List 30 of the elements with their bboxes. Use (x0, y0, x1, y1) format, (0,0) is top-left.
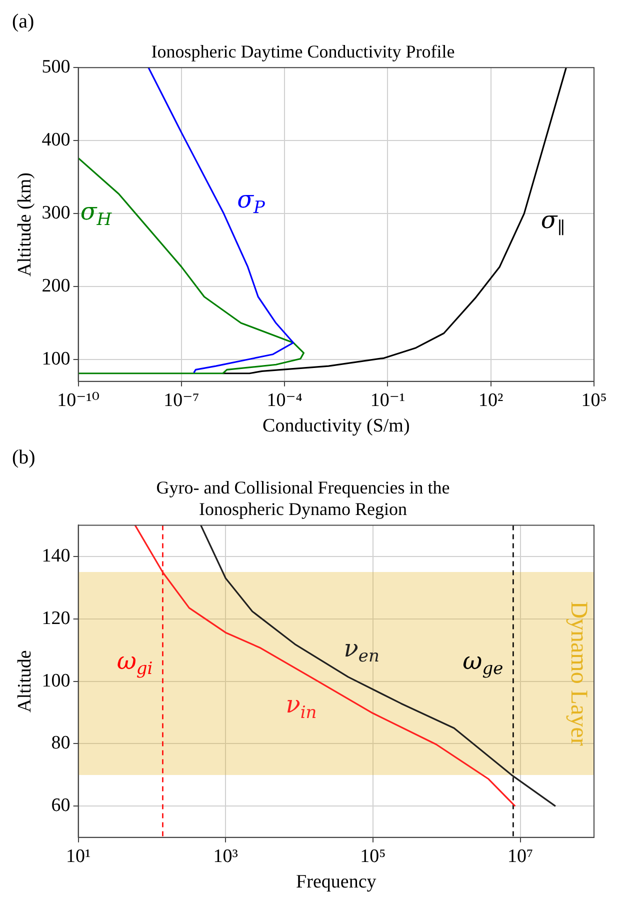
y-tick-label: 200 (42, 276, 70, 297)
y-tick-label: 100 (42, 670, 70, 692)
y-tick-label: 300 (42, 202, 70, 224)
x-tick-label: 10⁷ (508, 846, 534, 867)
x-tick-label: 10⁻¹⁰ (57, 390, 100, 411)
y-tick-label: 400 (42, 130, 70, 151)
x-tick-label: 10⁻¹ (370, 390, 406, 411)
y-tick-label: 80 (51, 732, 70, 754)
chart-title: Ionospheric Daytime Conductivity Profile (151, 42, 455, 62)
chart-title: Gyro- and Collisional Frequencies in the Ionospheric Dynamo Region (156, 478, 450, 520)
text: (b) (12, 446, 36, 468)
y-tick-label: 500 (42, 56, 70, 78)
text: (a) (12, 10, 34, 32)
x-tick-label: 10² (478, 390, 504, 411)
y-axis-title: Altitude (14, 650, 36, 712)
band-label: Dynamo Layer (566, 601, 592, 746)
x-tick-label: 10⁵ (360, 846, 386, 867)
y-axis-title: Altitude (km) (14, 172, 36, 276)
y-tick-label: 60 (51, 795, 70, 816)
x-tick-label: 10⁵ (581, 390, 607, 411)
y-tick-label: 100 (42, 348, 70, 370)
x-tick-label: 10⁻⁴ (266, 390, 303, 411)
series-label: σ∥ (540, 206, 566, 238)
y-tick-label: 120 (42, 608, 70, 629)
y-tick-label: 140 (42, 545, 70, 566)
x-tick-label: 10³ (213, 846, 238, 867)
x-tick-label: 10⁻⁷ (164, 390, 200, 411)
x-axis-title: Frequency (296, 872, 377, 893)
x-axis-title: Conductivity (S/m) (262, 416, 410, 437)
x-tick-label: 10¹ (66, 846, 91, 867)
